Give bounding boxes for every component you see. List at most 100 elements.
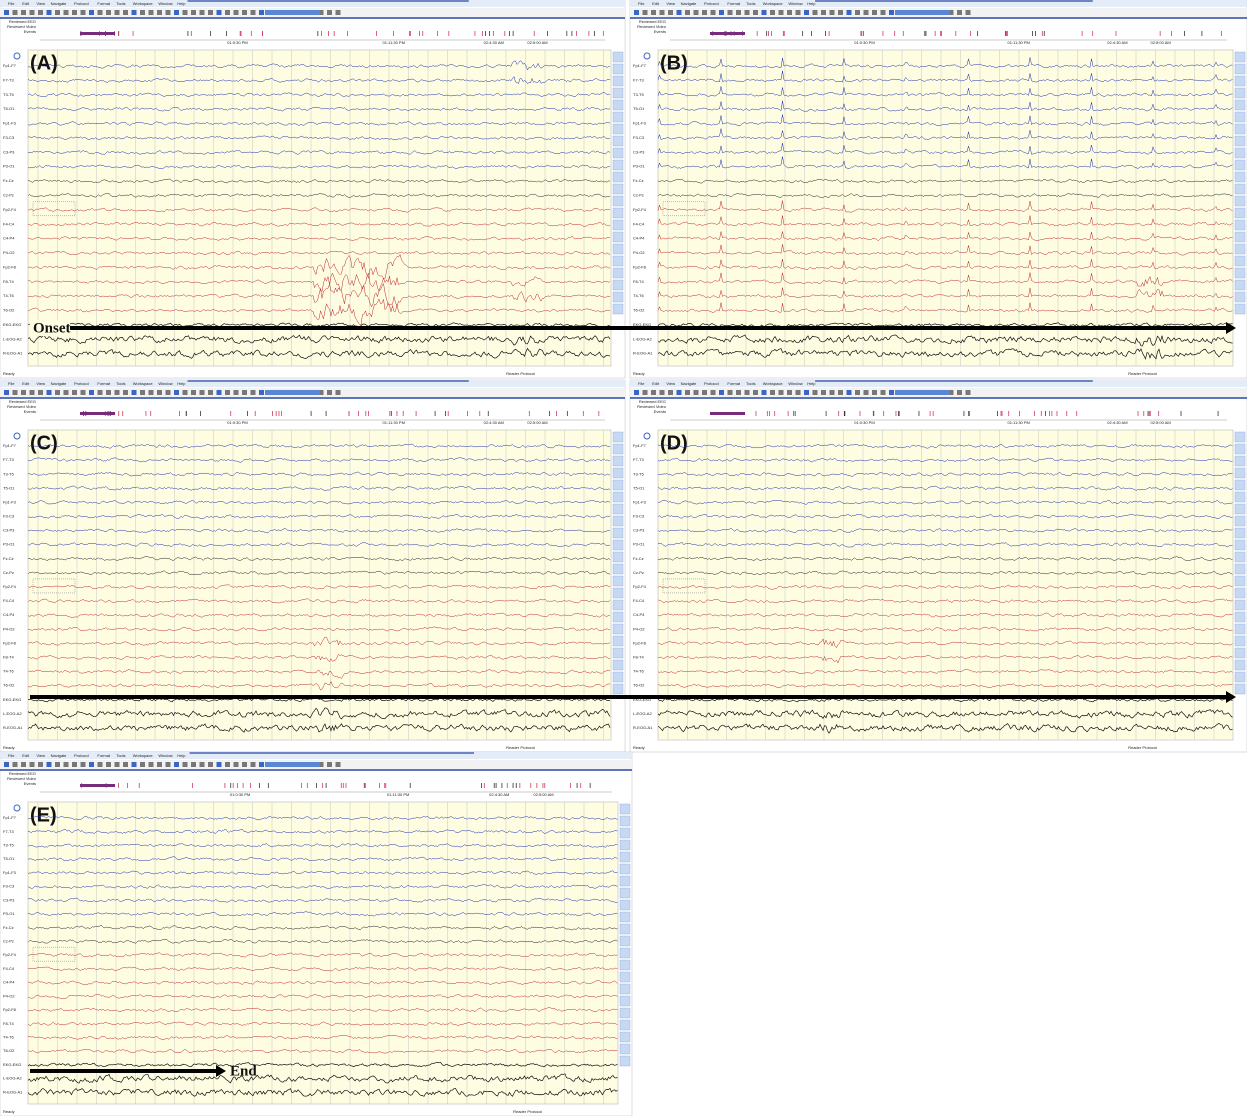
toolbar-icon[interactable] bbox=[157, 10, 162, 15]
menu-item[interactable]: View bbox=[36, 753, 45, 758]
toolbar-icon[interactable] bbox=[63, 762, 69, 767]
side-button[interactable] bbox=[612, 147, 624, 159]
toolbar-icon[interactable] bbox=[148, 390, 154, 395]
toolbar-icon[interactable] bbox=[72, 10, 77, 15]
toolbar-icon[interactable] bbox=[208, 762, 213, 767]
toolbar-icon[interactable] bbox=[710, 10, 716, 15]
toolbar-icon[interactable] bbox=[659, 390, 665, 395]
side-button[interactable] bbox=[612, 539, 624, 551]
side-button[interactable] bbox=[1234, 671, 1246, 683]
side-button[interactable] bbox=[619, 1043, 631, 1055]
toolbar-icon[interactable] bbox=[318, 390, 324, 395]
side-button[interactable] bbox=[1234, 467, 1246, 479]
side-button[interactable] bbox=[1234, 515, 1246, 527]
toolbar-icon[interactable] bbox=[821, 10, 826, 15]
toolbar-icon[interactable] bbox=[12, 762, 18, 767]
toolbar-icon[interactable] bbox=[182, 762, 188, 767]
menu-item[interactable]: Window bbox=[158, 1, 172, 6]
toolbar-icon[interactable] bbox=[72, 762, 77, 767]
side-button[interactable] bbox=[612, 255, 624, 267]
side-button[interactable] bbox=[619, 887, 631, 899]
side-button[interactable] bbox=[612, 159, 624, 171]
toolbar-icon[interactable] bbox=[242, 762, 247, 767]
toolbar-icon[interactable] bbox=[225, 10, 230, 15]
toolbar-icon[interactable] bbox=[702, 10, 707, 15]
toolbar-icon[interactable] bbox=[4, 762, 9, 767]
menu-item[interactable]: View bbox=[666, 1, 675, 6]
toolbar-icon[interactable] bbox=[787, 10, 792, 15]
toolbar-icon[interactable] bbox=[259, 762, 264, 767]
toolbar-icon[interactable] bbox=[335, 762, 341, 767]
menu-item[interactable]: Format bbox=[727, 381, 741, 386]
toolbar-icon[interactable] bbox=[106, 390, 111, 395]
toolbar-icon[interactable] bbox=[165, 10, 171, 15]
menu-item[interactable]: Workspace bbox=[133, 753, 154, 758]
menu-item[interactable]: Workspace bbox=[133, 1, 154, 6]
settings-icon[interactable] bbox=[13, 804, 21, 812]
side-button[interactable] bbox=[1234, 443, 1246, 455]
side-button[interactable] bbox=[619, 995, 631, 1007]
side-button[interactable] bbox=[1234, 75, 1246, 87]
side-button[interactable] bbox=[1234, 539, 1246, 551]
toolbar-icon[interactable] bbox=[97, 10, 103, 15]
menu-item[interactable]: Protocol bbox=[704, 381, 719, 386]
menu-item[interactable]: Navigate bbox=[681, 1, 698, 6]
toolbar-icon[interactable] bbox=[63, 390, 69, 395]
toolbar-icon[interactable] bbox=[165, 762, 171, 767]
toolbar-icon[interactable] bbox=[821, 390, 826, 395]
menu-item[interactable]: Help bbox=[177, 381, 186, 386]
side-button[interactable] bbox=[619, 971, 631, 983]
toolbar-icon[interactable] bbox=[148, 762, 154, 767]
toolbar-icon[interactable] bbox=[651, 10, 656, 15]
side-button[interactable] bbox=[1234, 291, 1246, 303]
side-button[interactable] bbox=[612, 443, 624, 455]
toolbar-icon[interactable] bbox=[753, 10, 758, 15]
toolbar-icon[interactable] bbox=[880, 390, 886, 395]
side-button[interactable] bbox=[612, 219, 624, 231]
side-button[interactable] bbox=[1234, 683, 1246, 695]
toolbar-icon[interactable] bbox=[693, 10, 699, 15]
toolbar-icon[interactable] bbox=[165, 390, 171, 395]
menu-item[interactable]: Edit bbox=[22, 1, 30, 6]
settings-icon[interactable] bbox=[643, 432, 651, 440]
side-button[interactable] bbox=[619, 1019, 631, 1031]
toolbar-icon[interactable] bbox=[114, 762, 120, 767]
menu-item[interactable]: File bbox=[8, 381, 15, 386]
side-button[interactable] bbox=[1234, 659, 1246, 671]
toolbar-icon[interactable] bbox=[829, 390, 835, 395]
toolbar-icon[interactable] bbox=[157, 390, 162, 395]
settings-icon[interactable] bbox=[13, 52, 21, 60]
toolbar-icon[interactable] bbox=[12, 10, 18, 15]
side-button[interactable] bbox=[612, 587, 624, 599]
side-button[interactable] bbox=[612, 683, 624, 695]
side-button[interactable] bbox=[612, 563, 624, 575]
side-button[interactable] bbox=[1234, 503, 1246, 515]
toolbar-icon[interactable] bbox=[46, 10, 52, 15]
toolbar-icon[interactable] bbox=[804, 390, 809, 395]
side-button[interactable] bbox=[612, 195, 624, 207]
toolbar-icon[interactable] bbox=[114, 10, 120, 15]
side-button[interactable] bbox=[1234, 563, 1246, 575]
menu-item[interactable]: Help bbox=[807, 381, 816, 386]
toolbar-icon[interactable] bbox=[957, 390, 962, 395]
toolbar-icon[interactable] bbox=[38, 10, 43, 15]
menu-item[interactable]: Help bbox=[177, 1, 186, 6]
toolbar-icon[interactable] bbox=[795, 10, 801, 15]
toolbar-icon[interactable] bbox=[233, 762, 239, 767]
side-button[interactable] bbox=[1234, 623, 1246, 635]
toolbar-icon[interactable] bbox=[55, 390, 60, 395]
toolbar-icon[interactable] bbox=[140, 390, 145, 395]
toolbar-icon[interactable] bbox=[250, 762, 256, 767]
toolbar-icon[interactable] bbox=[4, 390, 9, 395]
toolbar-icon[interactable] bbox=[770, 390, 775, 395]
toolbar-icon[interactable] bbox=[148, 10, 154, 15]
side-button[interactable] bbox=[619, 803, 631, 815]
toolbar-icon[interactable] bbox=[12, 390, 18, 395]
side-button[interactable] bbox=[612, 671, 624, 683]
toolbar-icon[interactable] bbox=[80, 10, 86, 15]
side-button[interactable] bbox=[612, 63, 624, 75]
side-button[interactable] bbox=[1234, 63, 1246, 75]
toolbar-icon[interactable] bbox=[89, 390, 94, 395]
toolbar-icon[interactable] bbox=[21, 390, 26, 395]
toolbar-icon[interactable] bbox=[38, 390, 43, 395]
